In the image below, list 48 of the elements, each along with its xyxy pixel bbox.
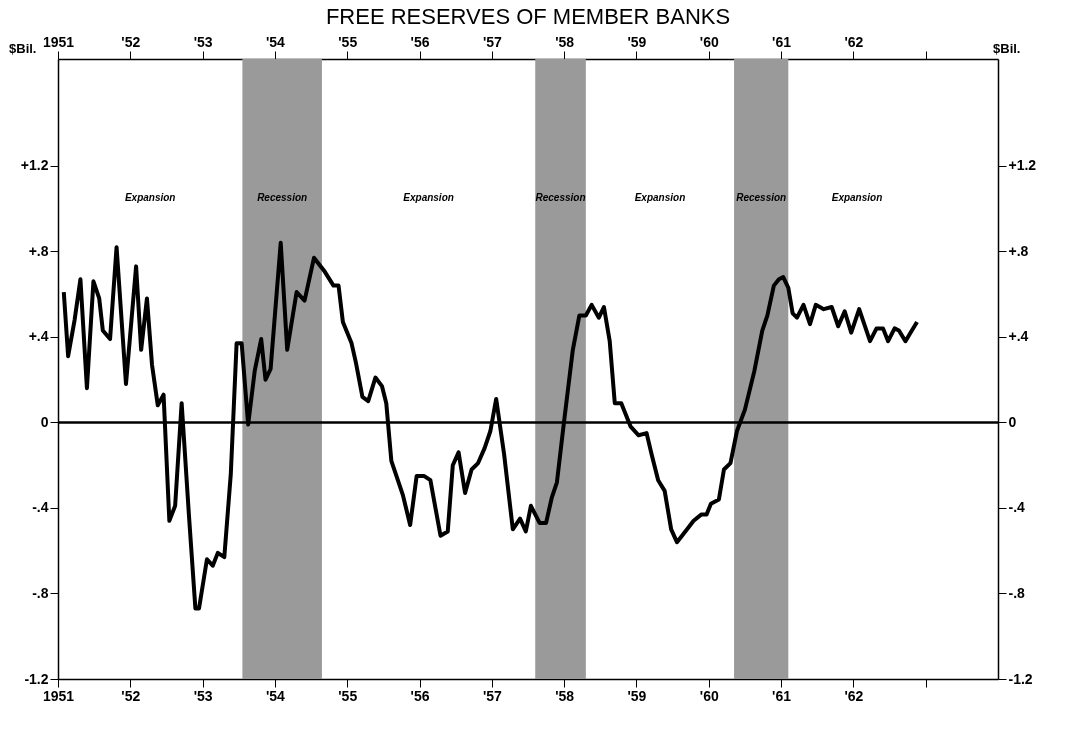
y-axis-title: $Bil. [9, 40, 37, 56]
y-tick-label: +.8 [28, 242, 49, 259]
y2-tick-label: -1.2 [1008, 670, 1033, 687]
x-tick-label: '58 [555, 687, 575, 704]
annotation: Recession [535, 191, 586, 203]
x2-tick-label: '60 [699, 33, 719, 50]
y-tick-label: -1.2 [24, 670, 49, 687]
y-tick-label: +.4 [28, 328, 49, 345]
annotation: Expansion [403, 191, 454, 203]
x2-tick-label: '58 [555, 33, 575, 50]
x2-tick-label: '57 [482, 33, 503, 50]
x2-tick-label: '53 [193, 33, 213, 50]
y2-tick-label: +.4 [1008, 328, 1029, 345]
y-tick-label: -.4 [32, 499, 49, 516]
x2-tick-label: '54 [265, 33, 286, 50]
annotation: Recession [257, 191, 308, 203]
x2-tick-label: '61 [772, 33, 792, 50]
y2-axis-title: $Bil. [993, 40, 1021, 56]
x-tick-label: '55 [338, 687, 358, 704]
y2-tick-label: -.8 [1008, 584, 1026, 601]
annotation: Expansion [831, 191, 883, 203]
y2-tick-label: +1.2 [1008, 157, 1037, 174]
x2-tick-label: '56 [410, 33, 430, 50]
x2-tick-label: '52 [121, 33, 141, 50]
y-tick-label: +1.2 [20, 157, 49, 174]
x2-tick-label: '62 [844, 33, 864, 50]
y2-tick-label: 0 [1008, 413, 1017, 430]
annotation: Recession [736, 191, 787, 203]
x2-tick-label: '59 [627, 33, 647, 50]
x-tick-label: '54 [265, 687, 286, 704]
x-tick-label: '60 [699, 687, 719, 704]
y-tick-label: -.8 [32, 584, 49, 601]
chart-title: FREE RESERVES OF MEMBER BANKS [325, 4, 731, 29]
x-tick-label: '59 [627, 687, 647, 704]
x-tick-label: '61 [772, 687, 792, 704]
x-tick-label: '57 [482, 687, 503, 704]
x-tick-label: '52 [121, 687, 141, 704]
x-tick-label: 1951 [42, 687, 75, 704]
y-tick-label: 0 [40, 413, 49, 430]
x2-tick-label: 1951 [42, 33, 75, 50]
x2-tick-label: '55 [338, 33, 358, 50]
x-tick-label: '62 [844, 687, 864, 704]
annotation: Expansion [124, 191, 176, 203]
y2-tick-label: +.8 [1008, 242, 1029, 259]
annotation: Expansion [634, 191, 686, 203]
y2-tick-label: -.4 [1008, 499, 1026, 516]
x-tick-label: '53 [193, 687, 213, 704]
x-tick-label: '56 [410, 687, 430, 704]
